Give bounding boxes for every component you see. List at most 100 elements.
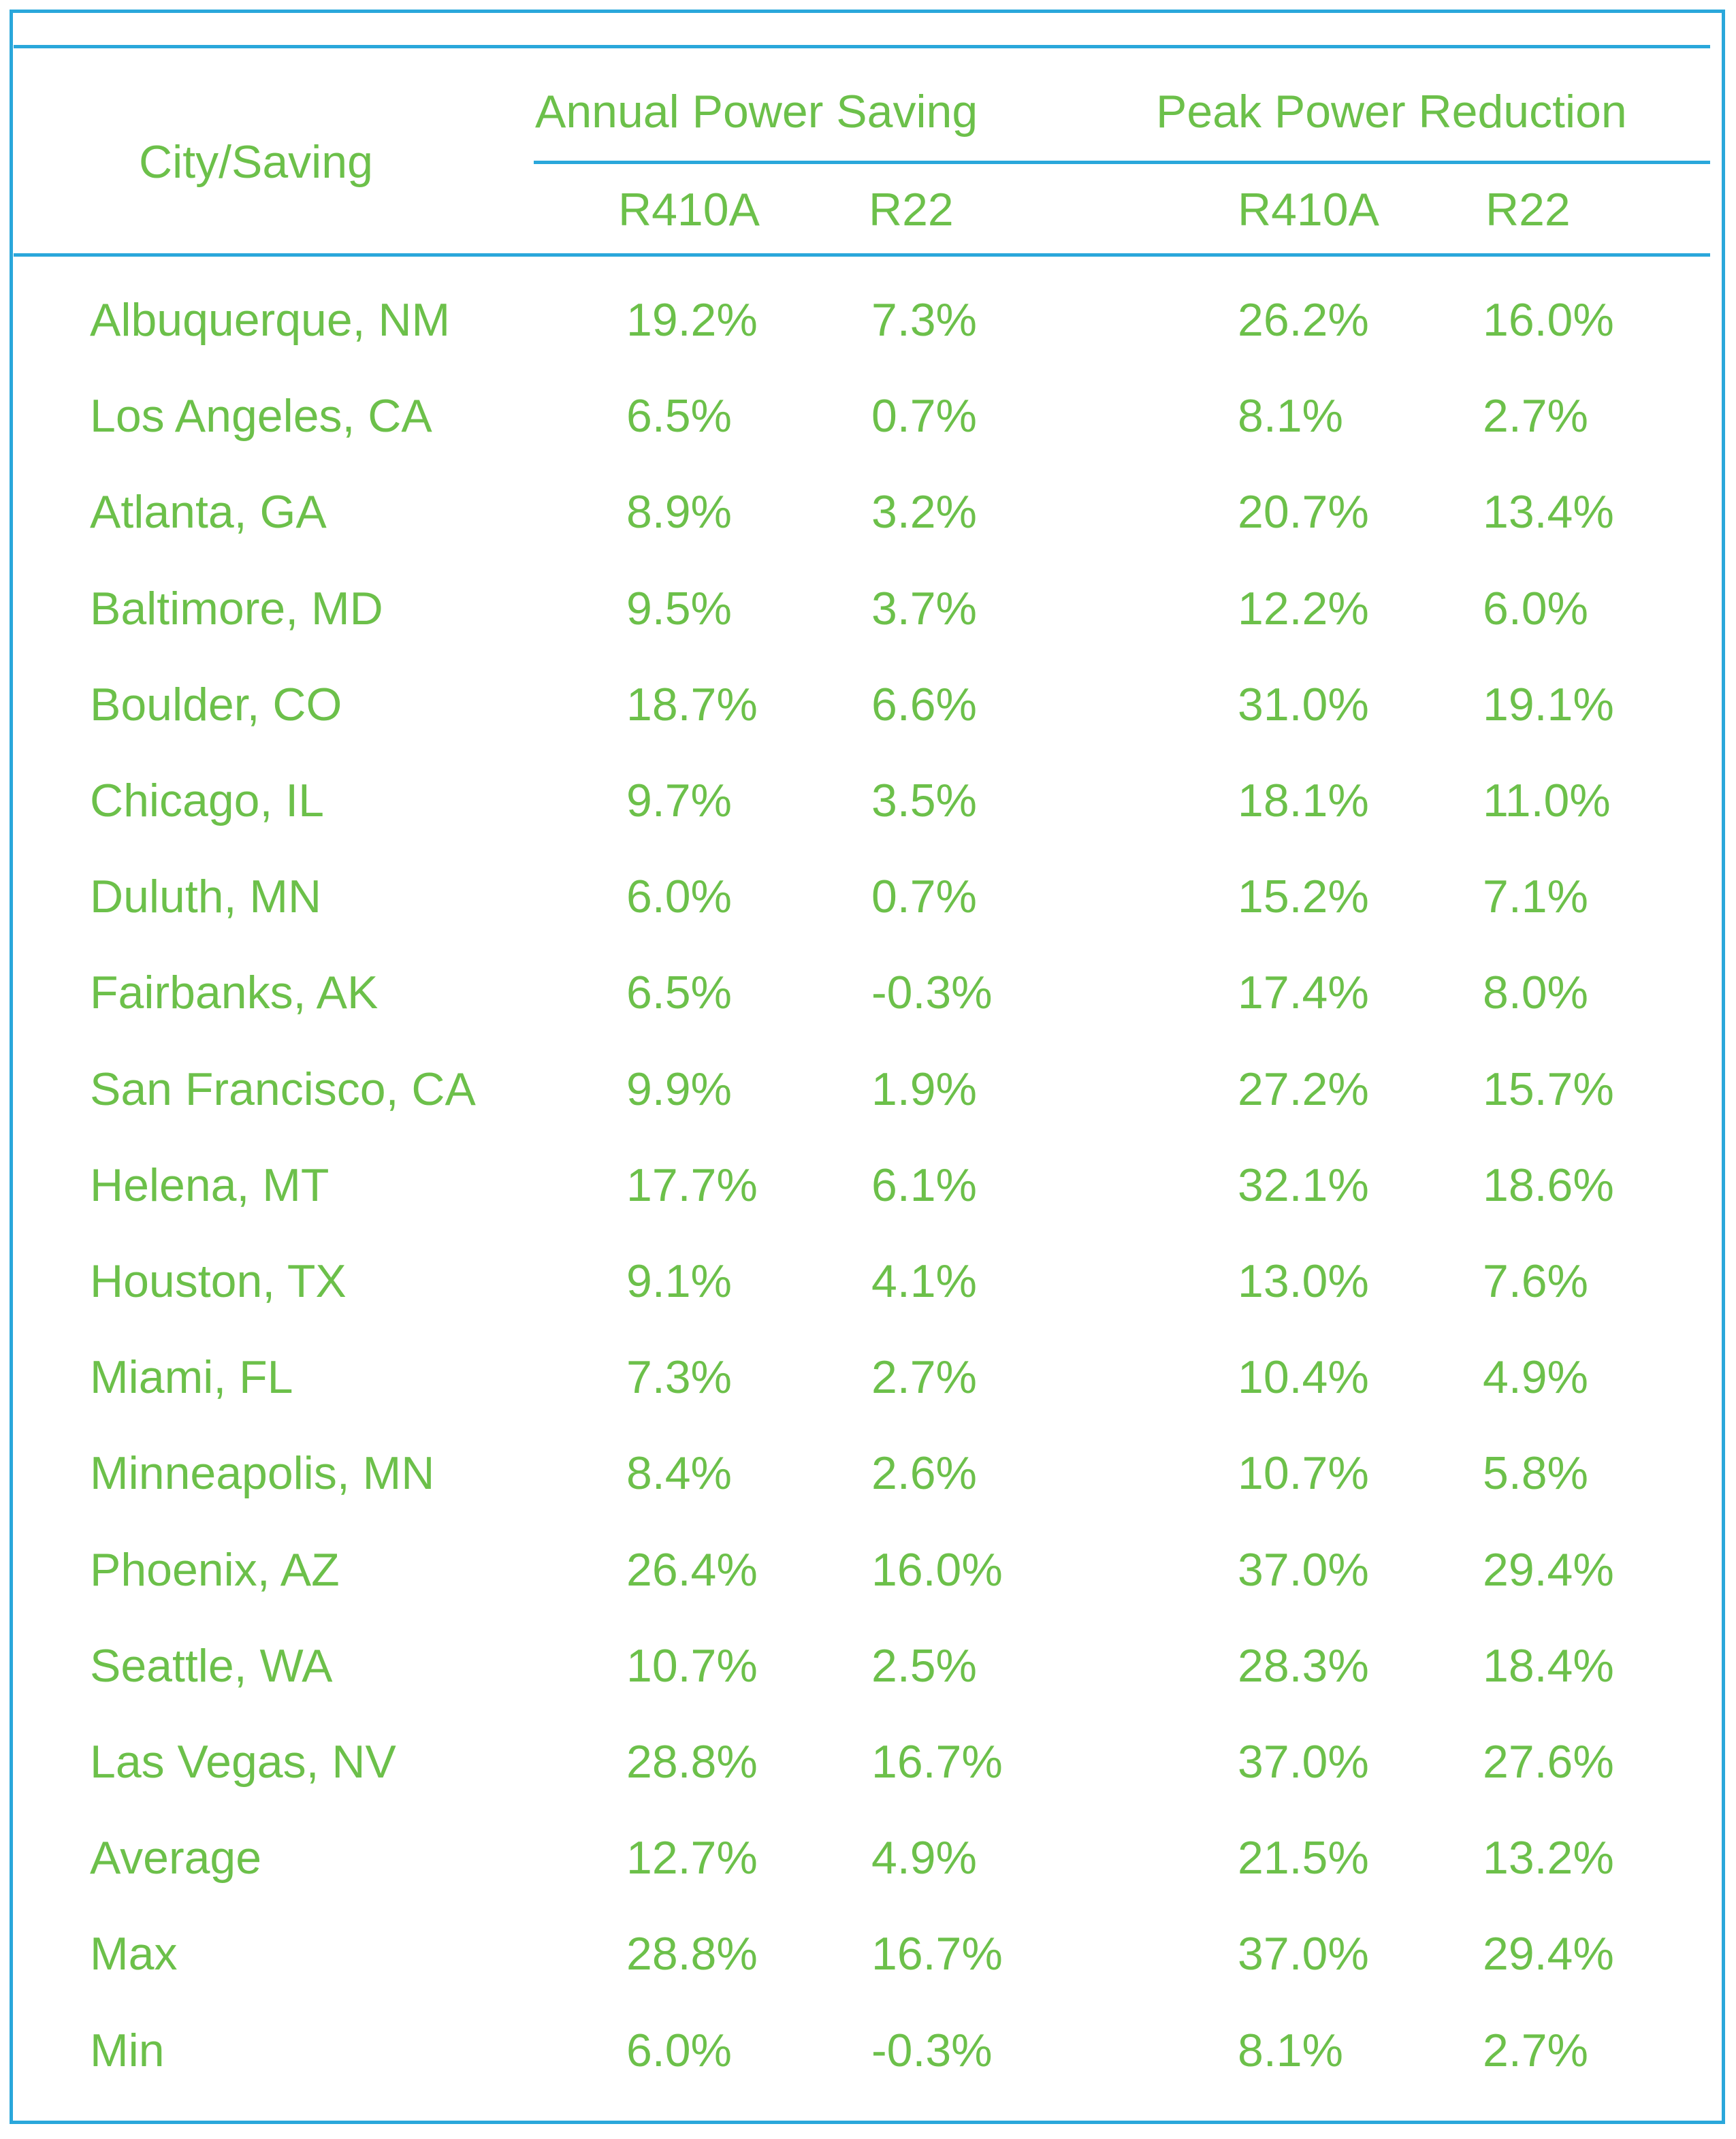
table-row: Seattle, WA 10.7% 2.5% 28.3% 18.4%: [0, 1643, 1736, 1711]
row-city-label: Miami, FL: [90, 1351, 293, 1403]
group-header-peak-power-reduction: Peak Power Reduction: [1156, 86, 1627, 138]
annual-r410a-value: 8.9%: [626, 486, 732, 538]
annual-r410a-value: 28.8%: [626, 1736, 758, 1788]
row-city-label: San Francisco, CA: [90, 1063, 476, 1115]
annual-r410a-value: 6.0%: [626, 2025, 732, 2076]
table-row: Albuquerque, NM 19.2% 7.3% 26.2% 16.0%: [0, 297, 1736, 365]
annual-r22-value: 4.9%: [871, 1832, 977, 1884]
table-row: Helena, MT 17.7% 6.1% 32.1% 18.6%: [0, 1162, 1736, 1230]
peak-r410a-value: 27.2%: [1238, 1063, 1369, 1115]
peak-r22-value: 2.7%: [1483, 390, 1588, 442]
annual-r22-value: 6.1%: [871, 1159, 977, 1211]
row-city-label: Boulder, CO: [90, 679, 342, 730]
table-row: Atlanta, GA 8.9% 3.2% 20.7% 13.4%: [0, 489, 1736, 557]
table-frame: [10, 10, 1725, 2124]
table-row: Houston, TX 9.1% 4.1% 13.0% 7.6%: [0, 1258, 1736, 1326]
annual-r410a-value: 9.5%: [626, 583, 732, 634]
annual-r22-value: 3.7%: [871, 583, 977, 634]
row-city-label: Phoenix, AZ: [90, 1544, 340, 1596]
table-row: Max 28.8% 16.7% 37.0% 29.4%: [0, 1931, 1736, 1999]
annual-r22-value: 2.5%: [871, 1640, 977, 1692]
peak-r410a-value: 26.2%: [1238, 294, 1369, 346]
annual-r22-value: 16.7%: [871, 1928, 1003, 1980]
peak-r22-value: 15.7%: [1483, 1063, 1614, 1115]
annual-r22-value: -0.3%: [871, 2025, 993, 2076]
row-city-label: Fairbanks, AK: [90, 967, 379, 1018]
corner-header: City/Saving: [139, 136, 373, 188]
peak-r22-value: 19.1%: [1483, 679, 1614, 730]
peak-r22-value: 29.4%: [1483, 1928, 1614, 1980]
annual-r410a-value: 9.1%: [626, 1255, 732, 1307]
peak-r410a-value: 28.3%: [1238, 1640, 1369, 1692]
annual-r22-value: 0.7%: [871, 871, 977, 922]
table-row: San Francisco, CA 9.9% 1.9% 27.2% 15.7%: [0, 1066, 1736, 1134]
annual-r410a-value: 28.8%: [626, 1928, 758, 1980]
peak-r410a-value: 20.7%: [1238, 486, 1369, 538]
row-city-label: Atlanta, GA: [90, 486, 327, 538]
annual-r410a-value: 17.7%: [626, 1159, 758, 1211]
peak-r22-value: 7.1%: [1483, 871, 1588, 922]
annual-r22-value: 6.6%: [871, 679, 977, 730]
peak-r22-value: 5.8%: [1483, 1447, 1588, 1499]
table-row: Baltimore, MD 9.5% 3.7% 12.2% 6.0%: [0, 585, 1736, 654]
table-row: Duluth, MN 6.0% 0.7% 15.2% 7.1%: [0, 873, 1736, 942]
row-city-label: Houston, TX: [90, 1255, 347, 1307]
row-city-label: Albuquerque, NM: [90, 294, 451, 346]
column-header-peak-r410a: R410A: [1238, 184, 1379, 236]
row-city-label: Helena, MT: [90, 1159, 329, 1211]
peak-r22-value: 29.4%: [1483, 1544, 1614, 1596]
peak-r410a-value: 8.1%: [1238, 390, 1343, 442]
table-row: Average 12.7% 4.9% 21.5% 13.2%: [0, 1835, 1736, 1903]
peak-r22-value: 11.0%: [1483, 775, 1611, 826]
peak-r410a-value: 15.2%: [1238, 871, 1369, 922]
peak-r410a-value: 18.1%: [1238, 775, 1369, 826]
peak-r410a-value: 10.7%: [1238, 1447, 1369, 1499]
row-city-label: Average: [90, 1832, 262, 1884]
table-row: Min 6.0% -0.3% 8.1% 2.7%: [0, 2027, 1736, 2095]
column-header-peak-r22: R22: [1485, 184, 1571, 236]
peak-r410a-value: 13.0%: [1238, 1255, 1369, 1307]
row-city-label: Max: [90, 1928, 178, 1980]
peak-r22-value: 13.4%: [1483, 486, 1614, 538]
peak-r22-value: 6.0%: [1483, 583, 1588, 634]
table-row: Fairbanks, AK 6.5% -0.3% 17.4% 8.0%: [0, 969, 1736, 1038]
peak-r22-value: 16.0%: [1483, 294, 1614, 346]
annual-r410a-value: 10.7%: [626, 1640, 758, 1692]
peak-r22-value: 4.9%: [1483, 1351, 1588, 1403]
row-city-label: Duluth, MN: [90, 871, 322, 922]
annual-r22-value: 4.1%: [871, 1255, 977, 1307]
peak-r22-value: 18.6%: [1483, 1159, 1614, 1211]
peak-r410a-value: 37.0%: [1238, 1736, 1369, 1788]
peak-r410a-value: 12.2%: [1238, 583, 1369, 634]
peak-r22-value: 27.6%: [1483, 1736, 1614, 1788]
annual-r22-value: 3.2%: [871, 486, 977, 538]
annual-r22-value: 0.7%: [871, 390, 977, 442]
peak-r22-value: 13.2%: [1483, 1832, 1614, 1884]
row-city-label: Minneapolis, MN: [90, 1447, 435, 1499]
peak-r22-value: 8.0%: [1483, 967, 1588, 1018]
annual-r410a-value: 9.7%: [626, 775, 732, 826]
peak-r410a-value: 37.0%: [1238, 1544, 1369, 1596]
row-city-label: Las Vegas, NV: [90, 1736, 396, 1788]
column-header-annual-r410a: R410A: [618, 184, 760, 236]
peak-r410a-value: 8.1%: [1238, 2025, 1343, 2076]
table-row: Phoenix, AZ 26.4% 16.0% 37.0% 29.4%: [0, 1547, 1736, 1615]
row-city-label: Chicago, IL: [90, 775, 324, 826]
peak-r410a-value: 32.1%: [1238, 1159, 1369, 1211]
annual-r410a-value: 19.2%: [626, 294, 758, 346]
table-row: Chicago, IL 9.7% 3.5% 18.1% 11.0%: [0, 777, 1736, 846]
annual-r410a-value: 6.5%: [626, 967, 732, 1018]
peak-r22-value: 18.4%: [1483, 1640, 1614, 1692]
header-bottom-rule: [14, 253, 1710, 257]
annual-r410a-value: 6.5%: [626, 390, 732, 442]
annual-r410a-value: 9.9%: [626, 1063, 732, 1115]
annual-r410a-value: 12.7%: [626, 1832, 758, 1884]
annual-r22-value: 16.7%: [871, 1736, 1003, 1788]
peak-r410a-value: 10.4%: [1238, 1351, 1369, 1403]
annual-r22-value: 2.7%: [871, 1351, 977, 1403]
annual-r410a-value: 18.7%: [626, 679, 758, 730]
table-row: Miami, FL 7.3% 2.7% 10.4% 4.9%: [0, 1354, 1736, 1422]
row-city-label: Baltimore, MD: [90, 583, 383, 634]
group-header-rule: [534, 161, 1710, 164]
annual-r22-value: 16.0%: [871, 1544, 1003, 1596]
